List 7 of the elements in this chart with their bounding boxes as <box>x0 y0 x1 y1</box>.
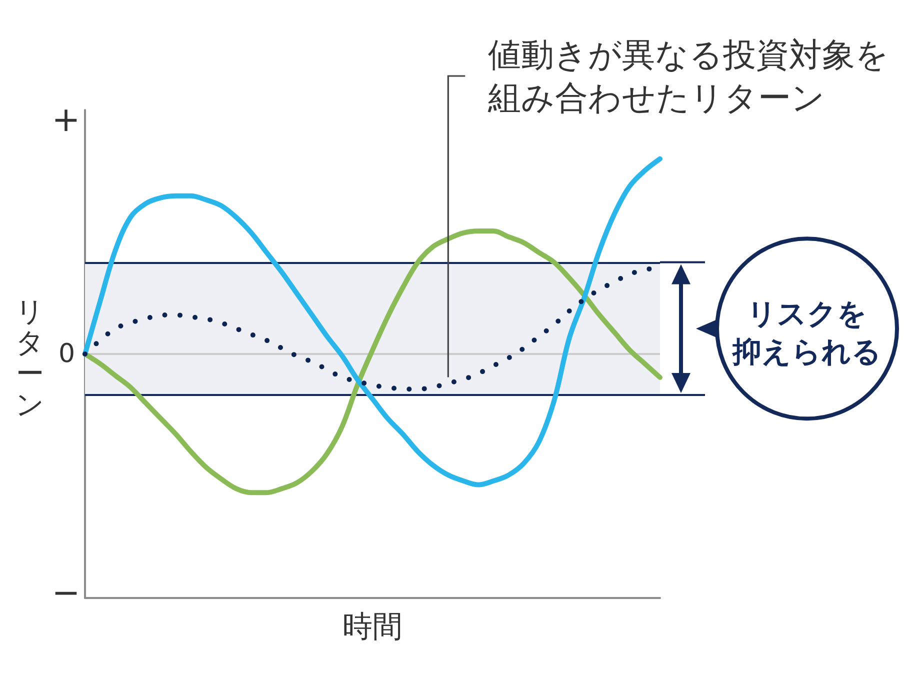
band-label: リスクを抑えられる <box>732 296 882 369</box>
text: 値動きが異なる投資対象を組み合わせたリターン <box>487 35 890 117</box>
ref-line-label: 0 <box>58 339 75 369</box>
text: + <box>52 100 80 140</box>
text: − <box>52 573 80 613</box>
x-axis-title: 時間 <box>342 610 402 644</box>
y-axis-title: リターン <box>16 295 44 421</box>
